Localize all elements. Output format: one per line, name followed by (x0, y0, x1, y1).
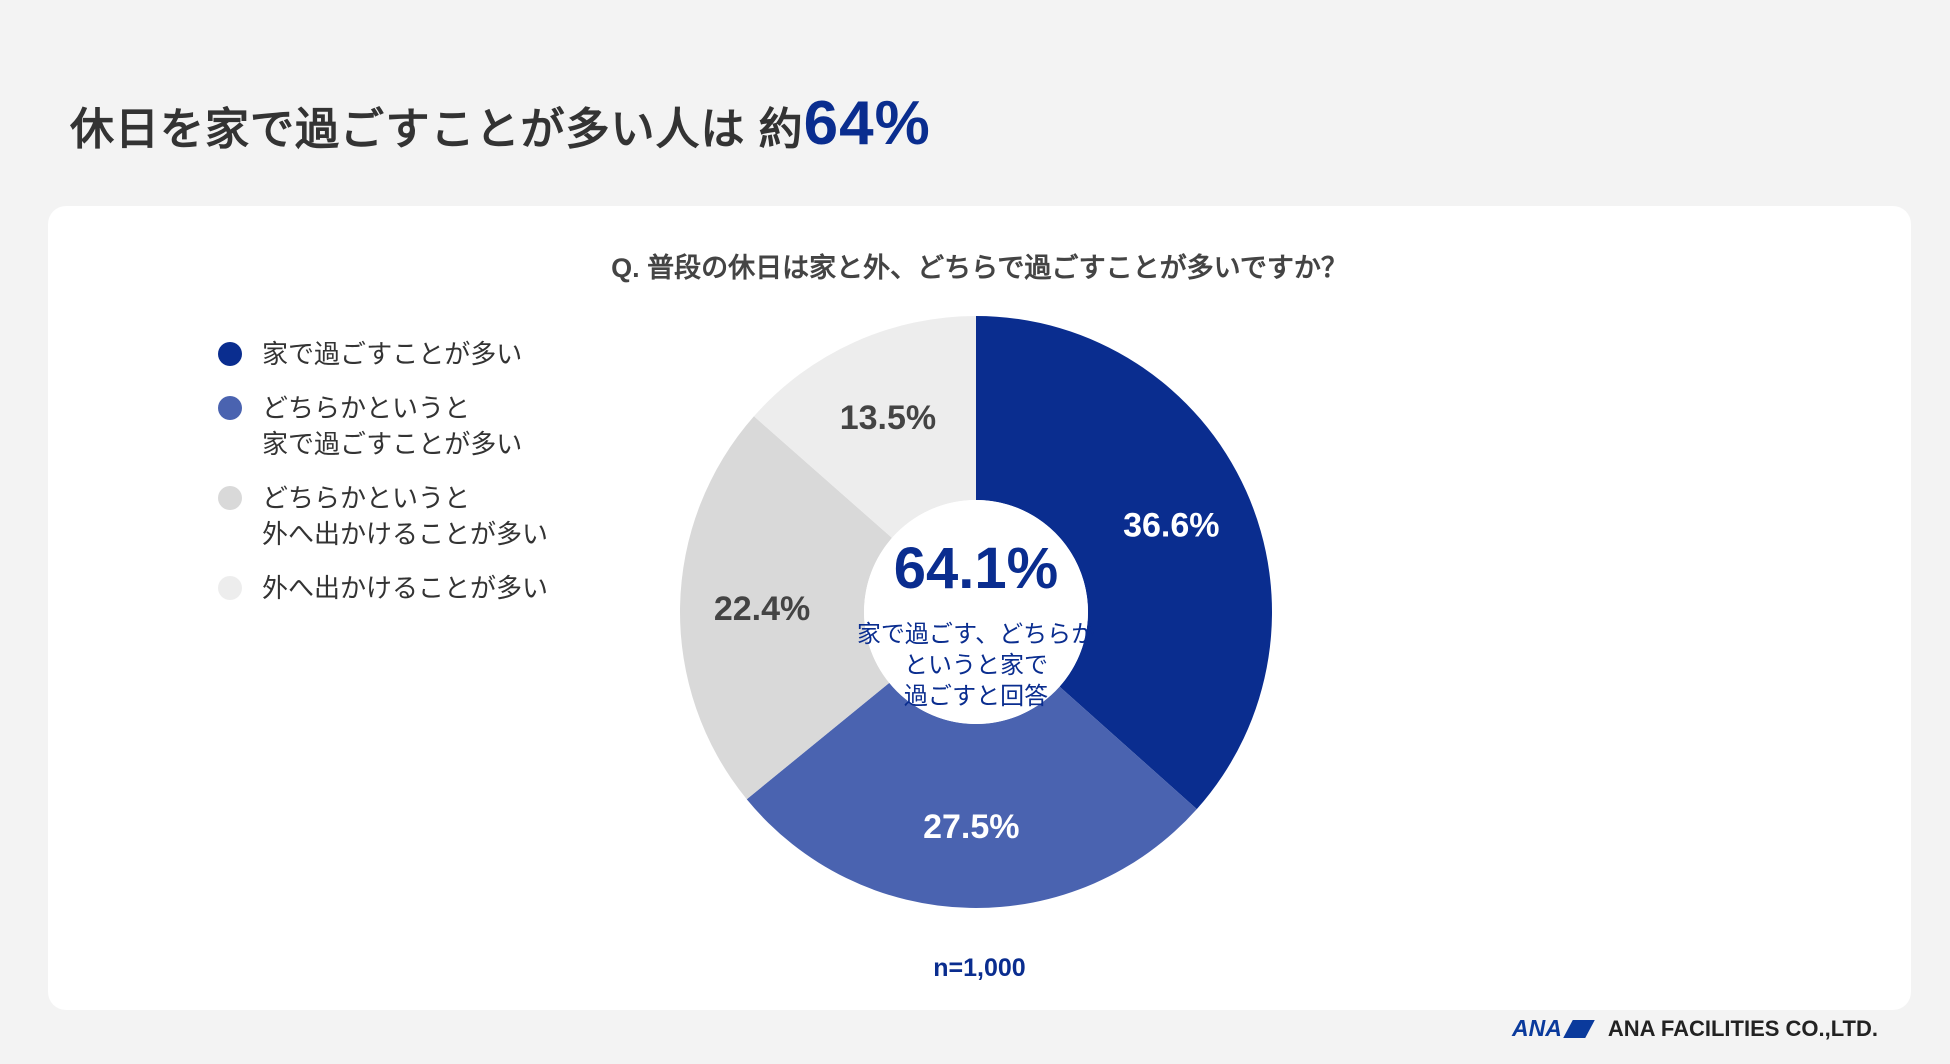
legend-label-line: 外へ出かけることが多い (262, 573, 549, 603)
legend-label-line: どちらかというと (262, 393, 471, 423)
legend-dot-out (218, 576, 242, 600)
legend-item-home: 家で過ごすことが多い (218, 336, 638, 372)
donut-slice-rather-home (746, 682, 1197, 908)
slice-label-home: 36.6% (1123, 507, 1219, 545)
donut-hole (864, 500, 1088, 724)
chart-card: Q. 普段の休日は家と外、どちらで過ごすことが多いですか？ 家で過ごすことが多い… (48, 206, 1911, 1010)
legend-label-line: 家で過ごすことが多い (262, 429, 523, 459)
donut-slice-home (976, 316, 1272, 810)
legend-item-out: 外へ出かけることが多い (218, 570, 638, 606)
company-name: ANA FACILITIES CO.,LTD. (1607, 1015, 1878, 1041)
question-text: Q. 普段の休日は家と外、どちらで過ごすことが多いですか？ (611, 253, 1348, 283)
donut-chart: 36.6% 27.5% 22.4% 13.5% 64.1% 家で過ごす、どちらか とい… (679, 316, 1272, 908)
page-title-highlight: 64% (803, 89, 931, 158)
legend-dot-home (218, 342, 242, 366)
legend-label-line: 外へ出かけることが多い (262, 519, 549, 549)
center-text-line-1: 家で過ごす、どちらか (857, 621, 1095, 648)
legend-label-home: 家で過ごすことが多い (262, 336, 522, 372)
legend-dot-rather-out (218, 486, 242, 510)
legend-dot-rather-home (218, 396, 242, 420)
legend: 家で過ごすことが多い どちらかというと 家で過ごすことが多い どちらかというと … (218, 336, 638, 624)
donut-slice-labels: 36.6% 27.5% 22.4% 13.5% (714, 399, 1220, 846)
legend-label-rather-home: どちらかというと 家で過ごすことが多い (262, 390, 522, 462)
ana-logo: ANA (1512, 1015, 1562, 1041)
center-text-line-3: 過ごすと回答 (904, 683, 1048, 710)
center-text-line-2: というと家で (904, 652, 1048, 679)
slice-label-rather-home: 27.5% (923, 808, 1019, 846)
page-title: 休日を家で過ごすことが多い人は 約64% (70, 88, 931, 159)
donut-slice-out (753, 316, 976, 538)
page-title-main: 休日を家で過ごすことが多い人は 約 (70, 105, 804, 154)
donut-slice-rather-out (679, 416, 892, 800)
slice-label-rather-out: 22.4% (714, 590, 810, 628)
legend-item-rather-out: どちらかというと 外へ出かけることが多い (218, 480, 638, 552)
legend-label-line: 家で過ごすことが多い (262, 339, 523, 369)
legend-label-rather-out: どちらかというと 外へ出かけることが多い (262, 480, 548, 552)
legend-item-rather-home: どちらかというと 家で過ごすことが多い (218, 390, 638, 462)
ana-logo-stripe-icon (1563, 1019, 1595, 1038)
donut-slices (679, 316, 1272, 908)
legend-label-line: どちらかというと (262, 483, 471, 513)
slice-label-out: 13.5% (840, 399, 936, 437)
legend-label-out: 外へ出かけることが多い (262, 570, 548, 606)
center-value: 64.1% (894, 536, 1058, 601)
donut-center: 64.1% 家で過ごす、どちらか というと家で 過ごすと回答 (857, 536, 1095, 710)
sample-size: n=1,000 (933, 954, 1026, 982)
footer: ANA ANA FACILITIES CO.,LTD. (1512, 1015, 1878, 1042)
